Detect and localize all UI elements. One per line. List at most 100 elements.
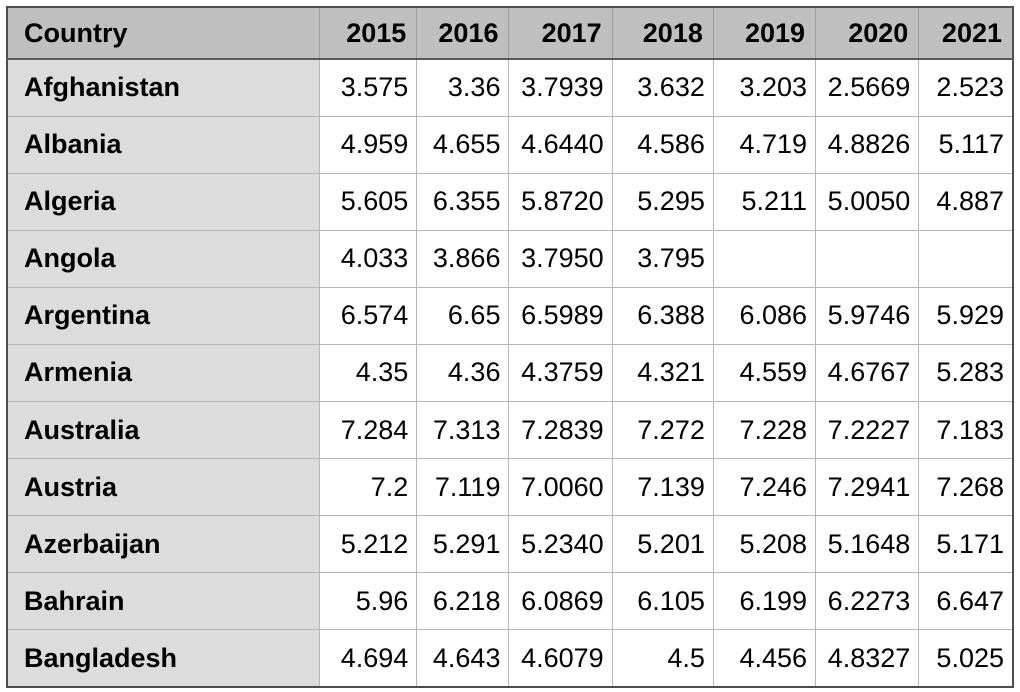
table-row: Algeria 5.605 6.355 5.8720 5.295 5.211 5.0050 4… <box>7 172 1013 231</box>
value-cell <box>918 229 1013 288</box>
value-cell: 7.2227 <box>815 400 919 459</box>
value-cell: 3.632 <box>611 58 714 117</box>
country-name-cell: Argentina <box>7 286 320 345</box>
value-cell: 4.3759 <box>508 343 613 402</box>
table-row: Armenia 4.35 4.36 4.3759 4.321 4.559 4.6767 5.2… <box>7 343 1013 402</box>
country-name-cell: Azerbaijan <box>7 515 320 573</box>
value-cell: 5.283 <box>918 343 1013 402</box>
value-cell: 6.65 <box>416 286 509 345</box>
column-header-year: 2020 <box>815 7 919 60</box>
value-cell <box>712 229 816 288</box>
value-cell: 5.0050 <box>815 172 919 231</box>
value-cell: 7.183 <box>918 400 1013 459</box>
table-row: Angola 4.033 3.866 3.7950 3.795 <box>7 229 1013 288</box>
value-cell: 5.2340 <box>508 515 613 573</box>
value-cell: 3.203 <box>712 58 816 117</box>
value-cell: 5.291 <box>416 515 509 573</box>
column-header-year: 2021 <box>918 7 1013 60</box>
value-cell: 7.2 <box>319 458 417 516</box>
value-cell: 3.795 <box>611 229 714 288</box>
value-cell: 7.0060 <box>508 458 613 516</box>
value-cell: 4.586 <box>611 115 714 174</box>
value-cell: 6.105 <box>611 572 714 630</box>
value-cell: 4.5 <box>611 629 714 687</box>
value-cell: 5.295 <box>611 172 714 231</box>
value-cell: 5.201 <box>611 515 714 573</box>
value-cell: 3.575 <box>319 58 417 117</box>
value-cell: 4.8826 <box>815 115 919 174</box>
value-cell: 7.119 <box>416 458 509 516</box>
value-cell: 4.959 <box>319 115 417 174</box>
value-cell: 5.025 <box>918 629 1013 687</box>
country-name-cell: Armenia <box>7 343 320 402</box>
value-cell: 7.2839 <box>508 400 613 459</box>
value-cell: 4.321 <box>611 343 714 402</box>
value-cell: 5.208 <box>712 515 816 573</box>
value-cell: 5.1648 <box>815 515 919 573</box>
value-cell: 4.887 <box>918 172 1013 231</box>
value-cell: 7.272 <box>611 400 714 459</box>
value-cell: 4.655 <box>416 115 509 174</box>
header-row: Country 2015 2016 2017 2018 2019 2020 2021 <box>7 7 1013 60</box>
value-cell: 7.284 <box>319 400 417 459</box>
country-name-cell: Austria <box>7 458 320 516</box>
value-cell: 7.246 <box>712 458 816 516</box>
value-cell: 4.6767 <box>815 343 919 402</box>
table-row: Austria 7.2 7.119 7.0060 7.139 7.246 7.2941 7.2… <box>7 458 1013 516</box>
value-cell: 4.6440 <box>508 115 613 174</box>
value-cell: 7.228 <box>712 400 816 459</box>
value-cell: 4.456 <box>712 629 816 687</box>
value-cell: 6.574 <box>319 286 417 345</box>
value-cell: 6.5989 <box>508 286 613 345</box>
column-header-year: 2018 <box>611 7 714 60</box>
value-cell: 4.35 <box>319 343 417 402</box>
value-cell: 2.5669 <box>815 58 919 117</box>
country-name-cell: Afghanistan <box>7 58 320 117</box>
value-cell: 3.7950 <box>508 229 613 288</box>
country-year-table-container: Country 2015 2016 2017 2018 2019 2020 2021 Afgh… <box>6 6 1014 688</box>
table-row: Afghanistan 3.575 3.36 3.7939 3.632 3.203 2.56… <box>7 58 1013 117</box>
value-cell <box>815 229 919 288</box>
value-cell: 4.719 <box>712 115 816 174</box>
value-cell: 5.211 <box>712 172 816 231</box>
value-cell: 6.388 <box>611 286 714 345</box>
value-cell: 5.605 <box>319 172 417 231</box>
value-cell: 7.268 <box>918 458 1013 516</box>
table-row: Azerbaijan 5.212 5.291 5.2340 5.201 5.208 5.16… <box>7 515 1013 573</box>
table-row: Australia 7.284 7.313 7.2839 7.272 7.228 7.222… <box>7 400 1013 459</box>
value-cell: 6.086 <box>712 286 816 345</box>
value-cell: 6.0869 <box>508 572 613 630</box>
value-cell: 5.171 <box>918 515 1013 573</box>
value-cell: 4.033 <box>319 229 417 288</box>
value-cell: 6.218 <box>416 572 509 630</box>
country-name-cell: Algeria <box>7 172 320 231</box>
column-header-year: 2019 <box>712 7 816 60</box>
country-name-cell: Bangladesh <box>7 629 320 687</box>
value-cell: 7.313 <box>416 400 509 459</box>
value-cell: 7.2941 <box>815 458 919 516</box>
column-header-year: 2017 <box>508 7 613 60</box>
value-cell: 4.8327 <box>815 629 919 687</box>
table-row: Bangladesh 4.694 4.643 4.6079 4.5 4.456 4.8327… <box>7 629 1013 687</box>
value-cell: 6.647 <box>918 572 1013 630</box>
value-cell: 4.694 <box>319 629 417 687</box>
value-cell: 5.96 <box>319 572 417 630</box>
value-cell: 4.643 <box>416 629 509 687</box>
value-cell: 5.8720 <box>508 172 613 231</box>
value-cell: 4.6079 <box>508 629 613 687</box>
value-cell: 2.523 <box>918 58 1013 117</box>
value-cell: 5.9746 <box>815 286 919 345</box>
column-header-year: 2015 <box>319 7 417 60</box>
table-row: Argentina 6.574 6.65 6.5989 6.388 6.086 5.9746… <box>7 286 1013 345</box>
value-cell: 6.2273 <box>815 572 919 630</box>
value-cell: 6.355 <box>416 172 509 231</box>
value-cell: 4.559 <box>712 343 816 402</box>
value-cell: 4.36 <box>416 343 509 402</box>
value-cell: 3.36 <box>416 58 509 117</box>
country-year-table: Country 2015 2016 2017 2018 2019 2020 2021 Afgh… <box>6 6 1014 688</box>
country-name-cell: Australia <box>7 400 320 459</box>
value-cell: 3.866 <box>416 229 509 288</box>
country-name-cell: Bahrain <box>7 572 320 630</box>
column-header-year: 2016 <box>416 7 509 60</box>
value-cell: 5.117 <box>918 115 1013 174</box>
